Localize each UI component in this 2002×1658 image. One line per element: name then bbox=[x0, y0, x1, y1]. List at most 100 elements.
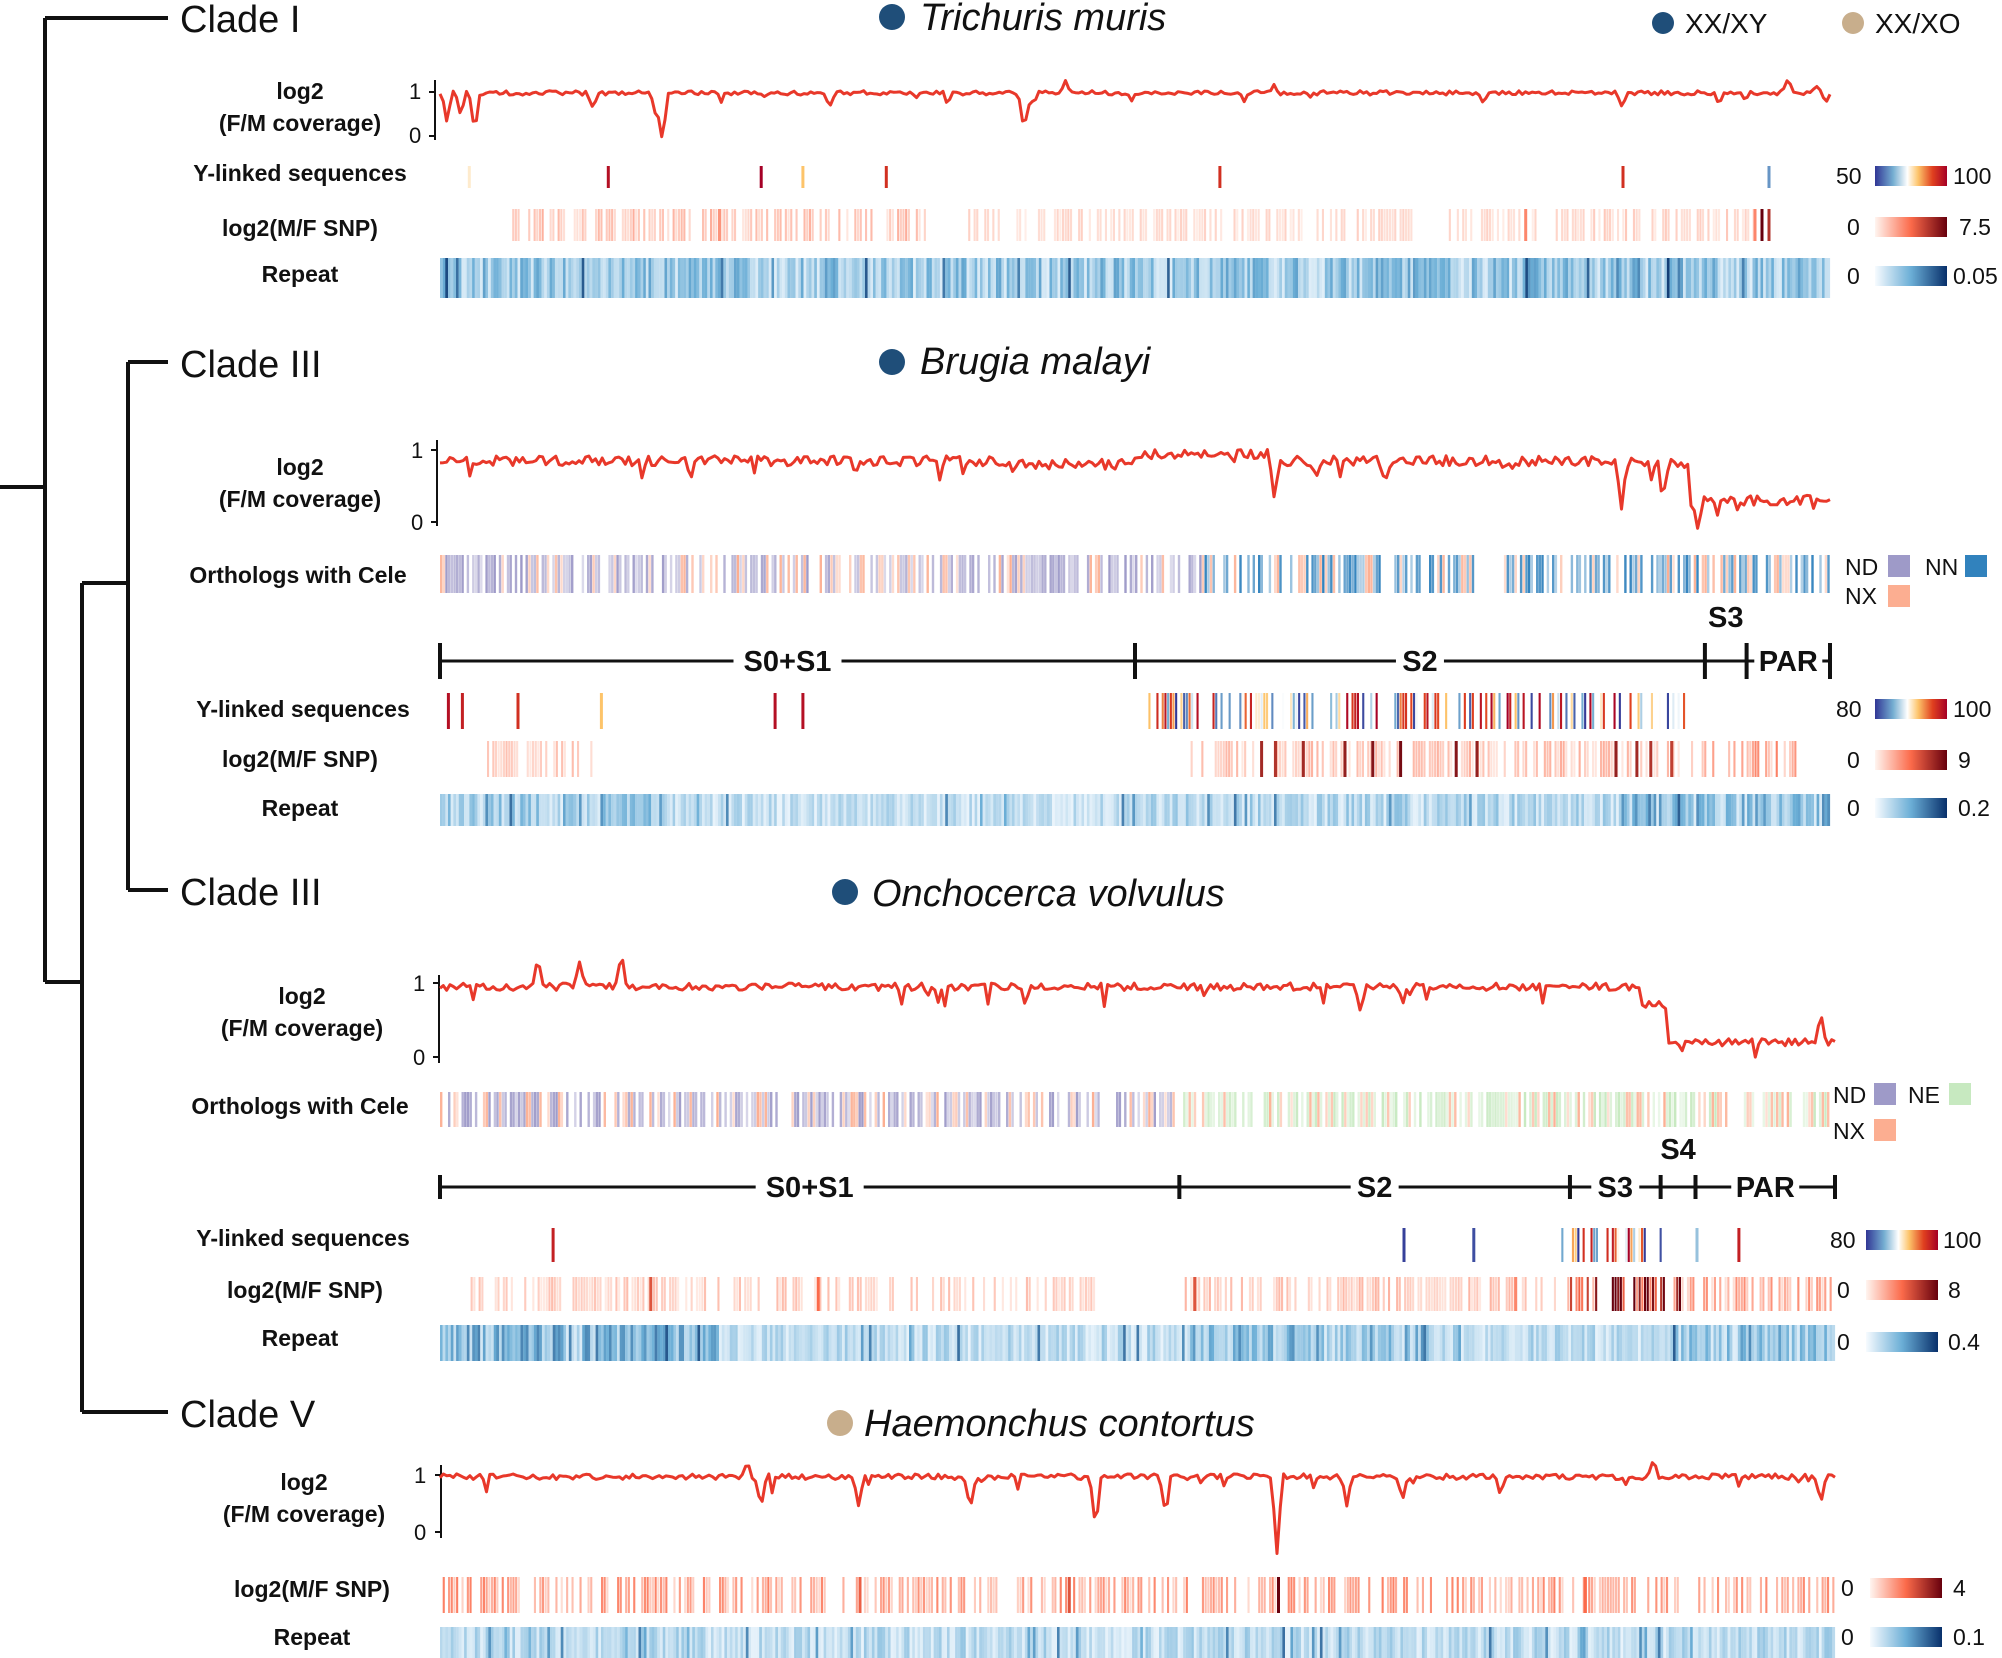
snp-stripe bbox=[629, 209, 632, 241]
repeat-stripe bbox=[1686, 1325, 1690, 1361]
ylinked-stripe bbox=[1557, 693, 1560, 729]
ortholog-stripe bbox=[619, 555, 622, 593]
repeat-stripe bbox=[1117, 1325, 1121, 1361]
repeat-stripe bbox=[605, 794, 609, 826]
snp-stripe bbox=[1470, 209, 1473, 241]
repeat-stripe bbox=[1628, 1627, 1632, 1658]
repeat-stripe bbox=[1285, 1627, 1288, 1658]
snp-stripe bbox=[1649, 1277, 1652, 1311]
ylinked-colorbar bbox=[1866, 1230, 1938, 1250]
coverage-line bbox=[439, 958, 1836, 1059]
ortholog-stripe bbox=[1247, 555, 1250, 593]
repeat-stripe bbox=[1594, 794, 1598, 826]
ortholog-stripe bbox=[881, 555, 884, 593]
ortholog-stripe bbox=[1789, 1092, 1792, 1127]
repeat-stripe bbox=[959, 1325, 963, 1361]
snp-stripe bbox=[1355, 1277, 1358, 1311]
repeat-stripe bbox=[812, 1325, 816, 1361]
snp-stripe bbox=[1220, 741, 1223, 777]
repeat-stripe bbox=[477, 1627, 481, 1658]
repeat-stripe bbox=[1185, 258, 1189, 298]
snp-stripe bbox=[1487, 741, 1490, 777]
repeat-stripe bbox=[1434, 258, 1438, 298]
repeat-stripe bbox=[775, 1325, 778, 1361]
repeat-stripe bbox=[1568, 1325, 1572, 1361]
repeat-stripe bbox=[724, 1325, 728, 1361]
repeat-stripe bbox=[587, 1325, 591, 1361]
repeat-stripe bbox=[1827, 258, 1831, 298]
repeat-stripe bbox=[1243, 1325, 1247, 1361]
repeat-stripe bbox=[1132, 1627, 1135, 1658]
repeat-stripe bbox=[961, 794, 965, 826]
repeat-stripe bbox=[1574, 1627, 1578, 1658]
repeat-stripe bbox=[1247, 258, 1251, 298]
snp-stripe bbox=[1354, 1577, 1357, 1613]
repeat-stripe bbox=[1669, 258, 1673, 298]
repeat-stripe bbox=[1287, 794, 1291, 826]
repeat-stripe bbox=[729, 1325, 733, 1361]
repeat-stripe bbox=[808, 794, 812, 826]
repeat-stripe bbox=[499, 1325, 502, 1361]
snp-stripe bbox=[1468, 1277, 1471, 1311]
ortholog-stripe bbox=[815, 1092, 818, 1127]
ortholog-stripe bbox=[1629, 555, 1632, 593]
repeat-stripe bbox=[1001, 794, 1005, 826]
repeat-stripe bbox=[1266, 258, 1269, 298]
ylinked-stripe bbox=[1600, 693, 1603, 729]
repeat-stripe bbox=[1271, 794, 1275, 826]
snp-stripe bbox=[1711, 1577, 1714, 1613]
repeat-stripe bbox=[1319, 1627, 1323, 1658]
repeat-stripe bbox=[1498, 794, 1502, 826]
ylinked-stripe bbox=[1164, 693, 1167, 729]
repeat-stripe bbox=[1756, 1325, 1760, 1361]
ortholog-stripe bbox=[1773, 555, 1777, 593]
repeat-stripe bbox=[1594, 258, 1598, 298]
ortholog-stripe bbox=[767, 1092, 770, 1127]
ortholog-stripe bbox=[1172, 555, 1175, 593]
snp-stripe bbox=[1632, 209, 1635, 241]
snp-stripe bbox=[1198, 209, 1201, 241]
repeat-stripe bbox=[538, 258, 542, 298]
ortholog-stripe bbox=[1818, 1092, 1822, 1127]
snp-stripe bbox=[1051, 1577, 1054, 1613]
snp-stripe bbox=[870, 1277, 873, 1311]
repeat-stripe bbox=[743, 1325, 746, 1361]
repeat-stripe bbox=[1779, 258, 1782, 298]
repeat-stripe bbox=[1538, 1325, 1542, 1361]
repeat-stripe bbox=[1784, 794, 1788, 826]
repeat-stripe bbox=[488, 1627, 492, 1658]
ylinked-stripe bbox=[1311, 693, 1314, 729]
snp-stripe bbox=[669, 1277, 672, 1311]
snp-stripe bbox=[624, 209, 627, 241]
repeat-stripe bbox=[1805, 1627, 1809, 1658]
repeat-stripe bbox=[1741, 794, 1745, 826]
repeat-stripe bbox=[1149, 1325, 1153, 1361]
snp-stripe bbox=[1305, 741, 1308, 777]
repeat-stripe bbox=[779, 258, 783, 298]
repeat-stripe bbox=[1480, 1627, 1484, 1658]
repeat-stripe bbox=[1521, 1627, 1524, 1658]
repeat-stripe bbox=[1767, 1627, 1771, 1658]
repeat-stripe bbox=[772, 1325, 776, 1361]
repeat-stripe bbox=[1816, 1325, 1819, 1361]
repeat-stripe bbox=[1643, 1325, 1647, 1361]
repeat-stripe bbox=[627, 1325, 631, 1361]
repeat-stripe bbox=[697, 1325, 701, 1361]
snp-stripe bbox=[1196, 209, 1199, 241]
repeat-stripe bbox=[1372, 258, 1376, 298]
ylinked-stripe bbox=[1292, 693, 1295, 729]
repeat-stripe bbox=[764, 1627, 768, 1658]
repeat-stripe bbox=[748, 1627, 752, 1658]
snp-stripe bbox=[1058, 1277, 1061, 1311]
snp-stripe bbox=[1274, 1577, 1277, 1613]
repeat-stripe bbox=[1183, 258, 1186, 298]
snp-stripe bbox=[533, 1577, 536, 1613]
repeat-label: Repeat bbox=[262, 261, 339, 287]
snp-stripe bbox=[1496, 209, 1499, 241]
ortholog-stripe bbox=[1636, 1092, 1639, 1127]
repeat-stripe bbox=[1627, 1325, 1631, 1361]
ortholog-stripe bbox=[677, 555, 681, 593]
repeat-stripe bbox=[1332, 794, 1336, 826]
ortholog-stripe bbox=[1311, 1092, 1315, 1127]
